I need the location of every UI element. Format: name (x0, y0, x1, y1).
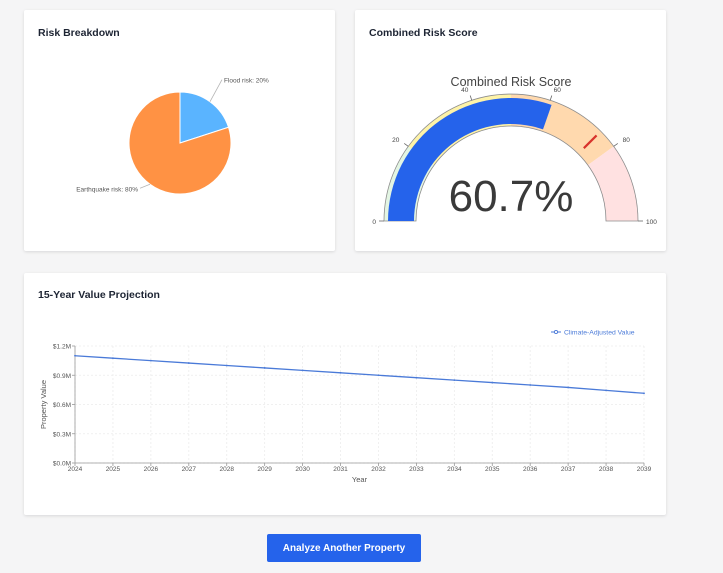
x-tick-label: 2033 (409, 466, 424, 473)
pie-leader-flood (209, 79, 223, 102)
x-tick-label: 2032 (371, 466, 386, 473)
gauge-tick-60 (549, 95, 553, 101)
analyze-another-property-button[interactable]: Analyze Another Property (267, 534, 421, 562)
gauge-value-label: 60.7% (449, 172, 574, 221)
combined-risk-title: Combined Risk Score (369, 27, 478, 39)
gauge-outline (383, 93, 639, 222)
series-point (339, 371, 342, 374)
series-point (74, 354, 76, 357)
series-point (605, 389, 607, 392)
x-tick-label: 2029 (257, 466, 272, 473)
risk-breakdown-title: Risk Breakdown (38, 27, 120, 39)
value-projection-chart: $0.0M $0.3M $0.6M $0.9M $1.2M 2024 2025 2026 202… (39, 329, 652, 485)
x-tick-label: 2039 (637, 466, 652, 473)
x-tick-label: 2030 (295, 466, 310, 473)
gauge-tick-80 (613, 143, 619, 147)
gauge-tick-label-0: 0 (372, 219, 376, 226)
value-projection-card: 15-Year Value Projection $0.0M $0.3M $0.6M… (24, 273, 666, 515)
y-tick-label: $0.6M (53, 402, 71, 409)
gauge-threshold-marker (583, 134, 598, 149)
legend-label: Climate-Adjusted Value (564, 330, 635, 337)
risk-pie-chart: Flood risk: 20% Earthquake risk: 80% (76, 78, 269, 195)
series-point (112, 357, 114, 360)
x-tick-label: 2031 (333, 466, 348, 473)
series-point (415, 376, 418, 379)
pie-label-flood: Flood risk: 20% (224, 78, 269, 85)
y-tick-label: $1.2M (53, 344, 71, 351)
x-tick-label: 2037 (561, 466, 576, 473)
value-projection-title: 15-Year Value Projection (38, 289, 160, 301)
gauge-title: Combined Risk Score (451, 75, 572, 89)
x-tick-label: 2038 (599, 466, 614, 473)
x-axis-label: Year (352, 475, 368, 484)
series-point (149, 359, 152, 362)
x-tick-label: 2035 (485, 466, 500, 473)
series-point (187, 362, 190, 364)
x-tick-label: 2034 (447, 466, 462, 473)
x-tick-label: 2027 (182, 466, 197, 473)
gauge-tick-20 (403, 143, 409, 147)
gauge-tick-label-40: 40 (461, 87, 469, 94)
series-point (491, 381, 494, 384)
series-point (377, 374, 380, 377)
series-point (529, 384, 532, 386)
legend-marker (553, 329, 559, 335)
x-tick-label: 2025 (106, 466, 121, 473)
gauge-tick-40 (469, 95, 473, 101)
series-point (225, 364, 228, 367)
x-tick-label: 2028 (219, 466, 234, 473)
x-tick-label: 2024 (68, 466, 83, 473)
risk-breakdown-card: Risk Breakdown Flood risk: 20% Earthquake… (24, 10, 335, 251)
series-point (263, 367, 266, 369)
y-tick-label: $0.3M (53, 431, 71, 438)
gauge-tick-label-100: 100 (646, 219, 657, 226)
pie-leader-earthquake (139, 183, 151, 189)
y-tick-label: $0.0M (53, 461, 71, 468)
combined-risk-card: Combined Risk Score 0 20 40 60 80 100 Combined… (355, 10, 666, 251)
series-point (567, 386, 570, 389)
x-tick-label: 2036 (523, 466, 538, 473)
gauge-value-bar (388, 98, 552, 221)
gauge-band-severe (587, 146, 638, 221)
y-tick-label: $0.9M (53, 373, 71, 380)
x-tick-label: 2026 (144, 466, 159, 473)
series-line-climate-adjusted-value (74, 355, 645, 394)
series-point (453, 379, 456, 382)
gauge-tick-label-80: 80 (623, 137, 631, 144)
risk-gauge-chart: 0 20 40 60 80 100 Combined Risk Score 60.7% (372, 75, 657, 226)
pie-slice-flood (179, 91, 230, 144)
y-axis-label: Property Value (39, 380, 48, 429)
gauge-tick-label-60: 60 (554, 87, 562, 94)
gauge-tick-label-20: 20 (392, 137, 400, 144)
series-point (643, 392, 645, 395)
series-point (301, 369, 304, 372)
pie-label-earthquake: Earthquake risk: 80% (76, 186, 138, 193)
pie-slice-earthquake (128, 91, 232, 195)
